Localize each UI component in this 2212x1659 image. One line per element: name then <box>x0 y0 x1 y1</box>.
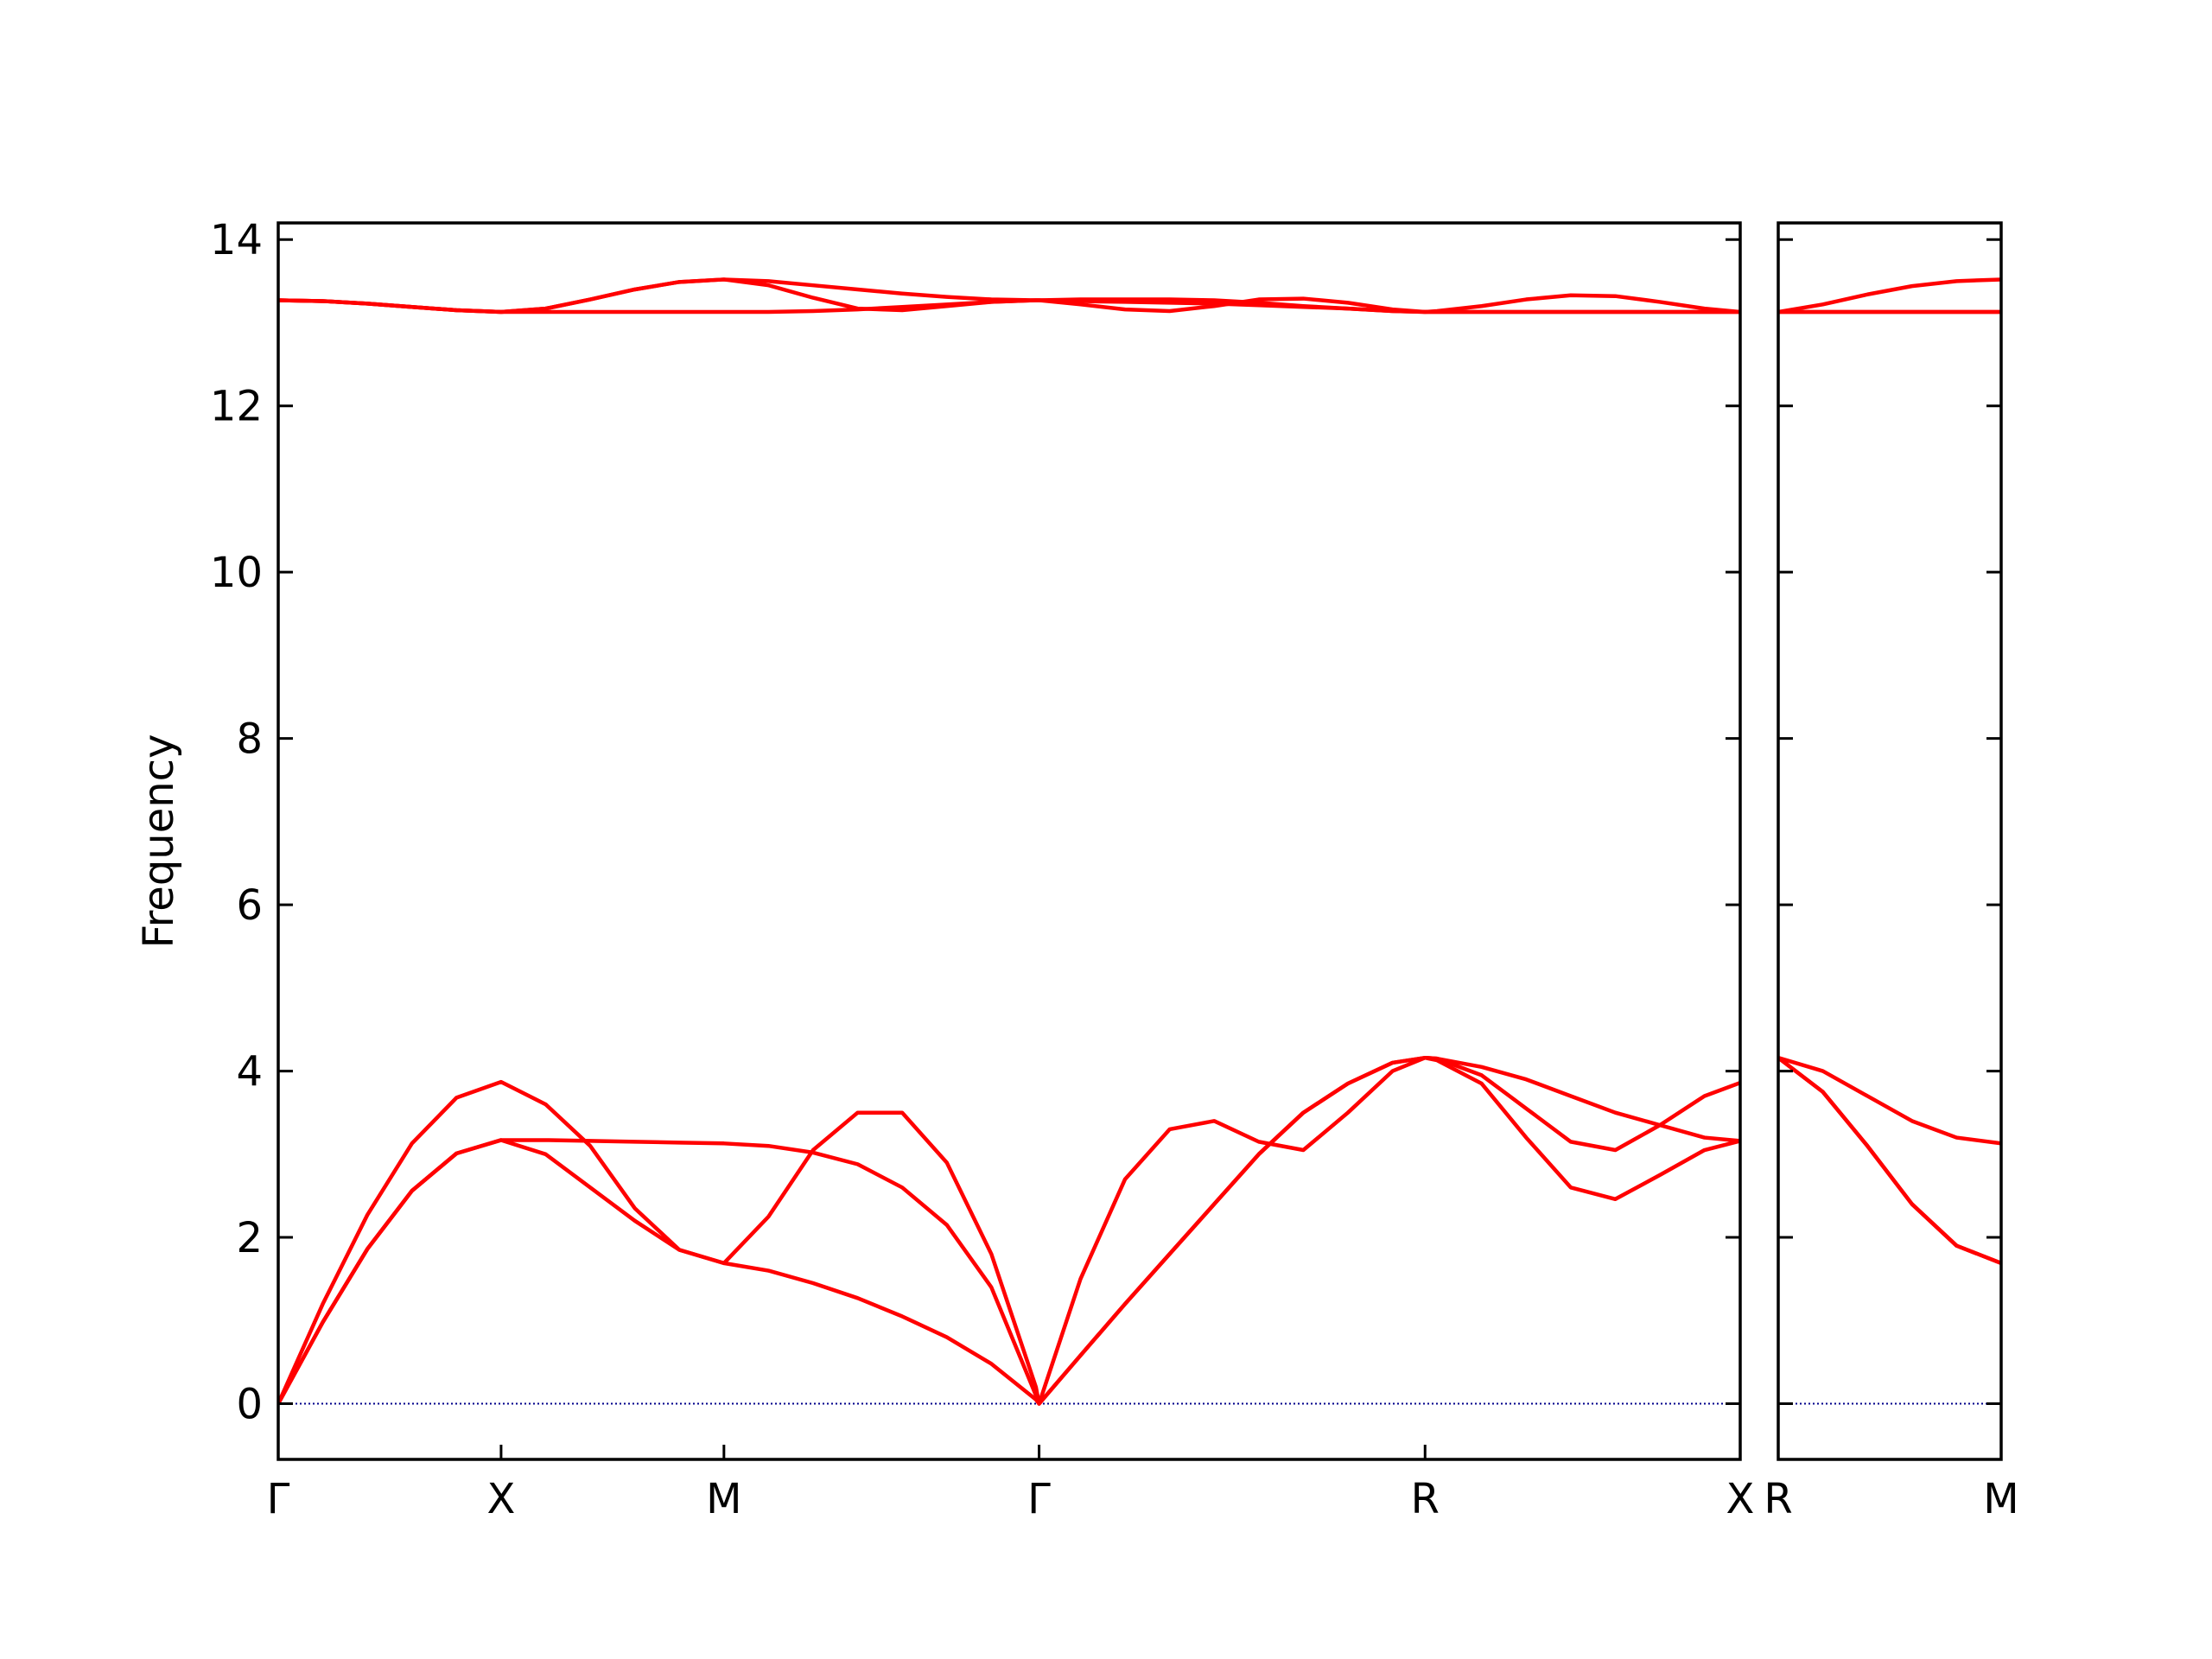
band-line <box>1778 1055 2001 1146</box>
y-tick-label: 8 <box>236 715 263 764</box>
band-line <box>278 1055 1740 1406</box>
y-tick-label: 14 <box>210 216 263 264</box>
band-line <box>1778 277 2001 315</box>
plot-area <box>1778 277 2001 1266</box>
y-tick-label: 2 <box>236 1214 263 1262</box>
y-tick-label: 4 <box>236 1048 263 1096</box>
axes-frame <box>1777 221 2003 1461</box>
y-axis-label: Frequency <box>135 734 183 949</box>
band-line <box>278 1055 1740 1406</box>
y-tick-label: 6 <box>236 881 263 930</box>
band-line <box>1778 1055 2001 1266</box>
x-tick-label: M <box>1983 1475 2018 1523</box>
y-tick-label: 12 <box>210 383 263 431</box>
x-tick-label: R <box>1411 1475 1440 1523</box>
panel: 0 2 4 6 8 10 12 14 Γ X M Γ R X Frequency <box>135 216 1754 1523</box>
y-tick-label: 10 <box>210 549 263 597</box>
band-line <box>278 277 1740 315</box>
x-tick-label: M <box>706 1475 741 1523</box>
band-line <box>278 1055 1740 1406</box>
x-tick-label: Γ <box>1027 1475 1051 1523</box>
x-tick-label: X <box>486 1475 515 1523</box>
x-tick-label: R <box>1764 1475 1792 1523</box>
plot-area <box>278 277 1740 1406</box>
x-tick-label: X <box>1726 1475 1755 1523</box>
x-tick-label: Γ <box>267 1475 290 1523</box>
y-tick-label: 0 <box>236 1381 263 1429</box>
band-line <box>1778 1055 2001 1266</box>
band-line <box>278 277 1740 315</box>
axes-frame <box>276 221 1742 1461</box>
